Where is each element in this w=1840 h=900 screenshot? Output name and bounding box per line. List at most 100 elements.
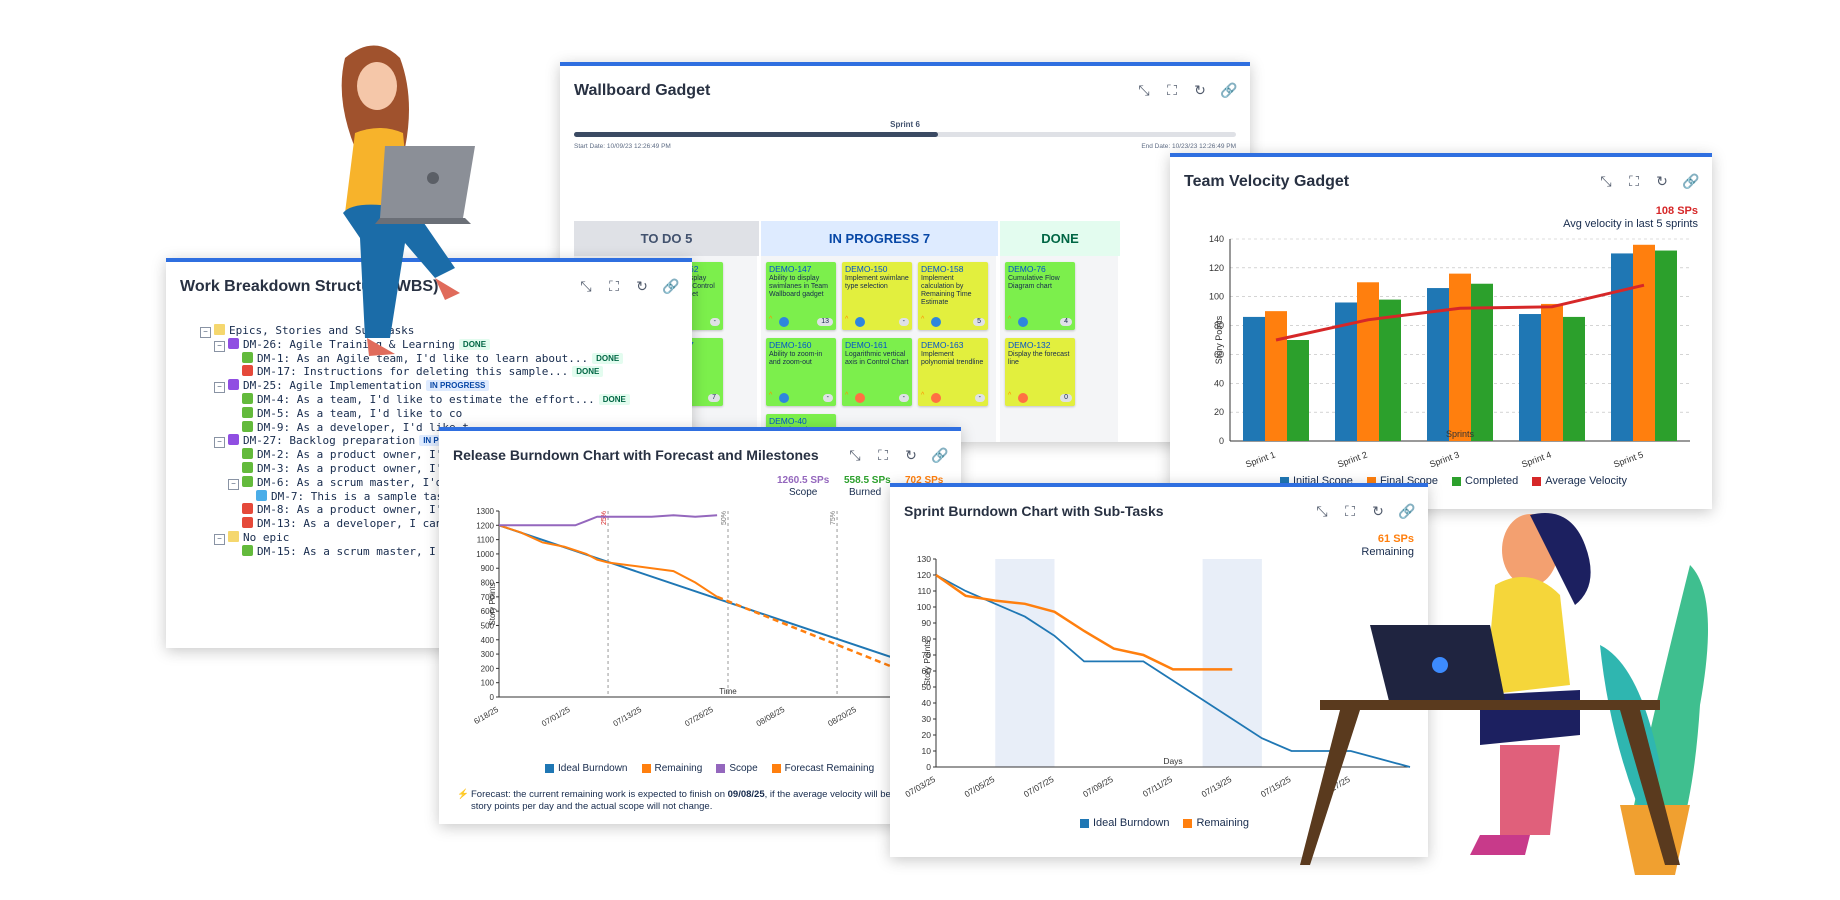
priority-icon: ^ [769,392,773,399]
fullscreen-icon[interactable]: ⛶ [1629,173,1639,189]
velocity-avg-value: 108 SPs [1655,205,1698,217]
wbs-row[interactable]: DM-4: As a team, I'd like to estimate th… [242,393,630,406]
wbs-row[interactable]: − DM-27: Backlog preparation IN PR [214,434,449,449]
issue-link[interactable]: DM-5: As a team, I'd like to co [257,406,463,420]
fullscreen-icon[interactable]: ⛶ [1345,503,1355,519]
issue-card[interactable]: DEMO-161 Logarithmic vertical axis in Con… [842,338,912,406]
refresh-icon[interactable]: ↻ [1656,173,1668,189]
link-icon[interactable]: 🔗 [1220,82,1238,98]
link-icon[interactable]: 🔗 [931,447,949,463]
issue-key[interactable]: DEMO-160 [769,340,812,350]
issue-key[interactable]: DEMO-150 [845,264,888,274]
collapse-icon[interactable]: ⤡ [1600,173,1612,189]
legend-remaining: Remaining [641,763,702,774]
collapse-icon[interactable]: ⤡ [1138,82,1150,98]
issue-card[interactable]: DEMO-150 Implement swimlane type selectio… [842,262,912,330]
collapse-toggle-icon[interactable]: − [214,437,225,449]
x-tick-label: Sprint 2 [1336,449,1369,469]
issue-card[interactable]: DEMO-160 Ability to zoom-in and zoom-out ^… [766,338,836,406]
bar-completed [1563,316,1585,441]
issue-link[interactable]: No epic [243,531,290,544]
issue-link[interactable]: DM-27: Backlog preparation [243,434,416,448]
issue-key[interactable]: DEMO-76 [1008,264,1046,274]
bug-icon [242,517,253,529]
fullscreen-icon[interactable]: ⛶ [878,447,888,463]
issue-link[interactable]: DM-3: As a product owner, I'd [257,462,450,475]
issue-key[interactable]: DEMO-163 [921,340,964,350]
wbs-row[interactable]: DM-2: As a product owner, I'd [242,448,449,461]
issue-key[interactable]: DEMO-40 [769,416,807,426]
link-icon[interactable]: 🔗 [1682,173,1700,189]
x-tick-label: Sprint 5 [1612,449,1645,469]
issue-key[interactable]: DEMO-158 [921,264,964,274]
collapse-toggle-icon[interactable]: − [200,327,211,338]
link-icon[interactable]: 🔗 [662,278,680,294]
x-tick-label: 07/11/25 [1141,774,1174,799]
avatar [855,317,865,327]
issue-card[interactable]: DEMO-76 Cumulative Flow Diagram chart ^ 4 [1005,262,1075,330]
refresh-icon[interactable]: ↻ [1372,503,1384,519]
wbs-row[interactable]: DM-5: As a team, I'd like to co [242,406,463,420]
y-tick-label: 60 [1214,349,1224,359]
collapse-toggle-icon[interactable]: − [214,534,225,545]
issue-link[interactable]: DM-17: Instructions for deleting this sa… [257,365,569,379]
issue-link[interactable]: DM-1: As an Agile team, I'd like to lear… [257,351,589,365]
y-tick-label: 90 [922,618,932,628]
velocity-title: Team Velocity Gadget [1184,173,1350,190]
y-tick-label: 200 [481,664,495,673]
wbs-row[interactable]: DM-8: As a product owner, I'd [242,503,449,516]
issue-link[interactable]: DM-9: As a developer, I'd like t [257,420,469,434]
wbs-row[interactable]: − DM-26: Agile Training & Learning DONE [214,337,491,352]
issue-key[interactable]: DEMO-161 [845,340,888,350]
issue-link[interactable]: DM-4: As a team, I'd like to estimate th… [257,393,595,406]
y-tick-label: 40 [922,698,932,708]
wbs-row[interactable]: DM-1: As an Agile team, I'd like to lear… [242,351,624,365]
collapse-icon[interactable]: ⤡ [849,447,861,463]
issue-link[interactable]: DM-15: As a scrum master, I c [257,544,450,558]
wbs-row[interactable]: − No epic [214,531,289,545]
issue-link[interactable]: DM-6: As a scrum master, I'd l [257,475,456,489]
wbs-row[interactable]: DM-13: As a developer, I can u [242,517,456,530]
wbs-row[interactable]: DM-15: As a scrum master, I c [242,544,450,558]
remaining-value: 702 SPs [905,475,944,486]
avatar [779,317,789,327]
wbs-row[interactable]: DM-9: As a developer, I'd like t [242,420,469,434]
wbs-row[interactable]: DM-7: This is a sample task [256,489,450,503]
wbs-row[interactable]: − DM-6: As a scrum master, I'd l [228,475,456,490]
refresh-icon[interactable]: ↻ [905,447,917,463]
legend-scope: Scope [716,763,758,774]
y-tick-label: 130 [917,554,931,564]
issue-summary: Cumulative Flow Diagram chart [1008,275,1060,290]
wbs-row[interactable]: DM-17: Instructions for deleting this sa… [242,365,604,379]
issue-card[interactable]: DEMO-163 Implement polynomial trendline ^ - [918,338,988,406]
collapse-icon[interactable]: ⤡ [580,278,592,294]
y-tick-label: 0 [1219,436,1224,446]
issue-key[interactable]: DEMO-132 [1008,340,1051,350]
issue-card[interactable]: DEMO-158 Implement calculation by Remaini… [918,262,988,330]
collapse-toggle-icon[interactable]: − [214,382,225,394]
refresh-icon[interactable]: ↻ [1194,82,1206,98]
wbs-row[interactable]: DM-3: As a product owner, I'd [242,462,449,475]
refresh-icon[interactable]: ↻ [636,278,648,294]
collapse-icon[interactable]: ⤡ [1316,503,1328,519]
wbs-row[interactable]: − DM-25: Agile Implementation IN PROGRESS [214,379,490,394]
issue-link[interactable]: DM-2: As a product owner, I'd [257,448,450,462]
fullscreen-icon[interactable]: ⛶ [609,278,619,294]
issue-link[interactable]: DM-25: Agile Implementation [243,379,422,393]
issue-key[interactable]: DEMO-147 [769,264,812,274]
issue-card[interactable]: DEMO-132 Display the forecast line ^ 0 [1005,338,1075,406]
link-icon[interactable]: 🔗 [1398,503,1416,519]
story-icon [242,448,253,460]
collapse-toggle-icon[interactable]: − [214,340,225,352]
issue-summary: Display the forecast line [1008,351,1070,366]
issue-link[interactable]: DM-8: As a product owner, I'd [257,503,450,517]
story-points-badge: - [974,394,985,402]
bar-completed [1379,299,1401,441]
issue-link[interactable]: DM-7: This is a sample task [271,489,450,503]
issue-summary: Implement swimlane type selection [845,275,909,290]
issue-link[interactable]: DM-26: Agile Training & Learning [243,337,455,351]
issue-link[interactable]: DM-13: As a developer, I can u [257,517,456,531]
fullscreen-icon[interactable]: ⛶ [1167,82,1177,98]
collapse-toggle-icon[interactable]: − [228,478,239,490]
issue-card[interactable]: DEMO-147 Ability to display swimlanes in … [766,262,836,330]
